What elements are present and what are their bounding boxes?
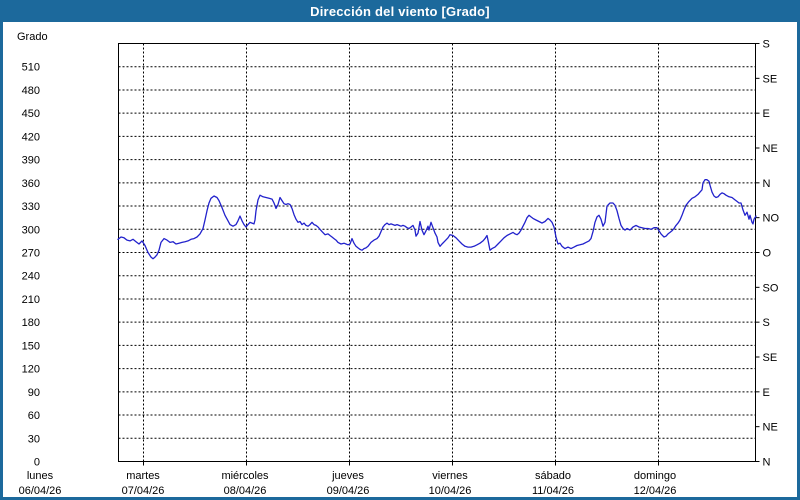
y-axis-label-left: 60	[28, 410, 40, 422]
x-axis-day-label: lunes	[27, 470, 54, 482]
y-axis-label-left: 270	[22, 248, 40, 260]
y-axis-label-left: 240	[22, 271, 40, 283]
y-axis-label-right: N	[763, 457, 771, 469]
y-axis-label-right: E	[763, 387, 770, 399]
y-axis-label-left: 300	[22, 224, 40, 236]
x-axis-date-label: 12/04/26	[634, 485, 677, 497]
y-axis-label-left: 480	[22, 85, 40, 97]
x-axis-day-label: sábado	[535, 470, 571, 482]
x-axis-day-label: miércoles	[221, 470, 269, 482]
y-axis-label-left: 90	[28, 387, 40, 399]
x-axis-day-label: viernes	[432, 470, 468, 482]
y-axis-label-right: SE	[763, 73, 778, 85]
y-axis-label-right: NO	[763, 213, 780, 225]
x-axis-day-label: martes	[126, 470, 160, 482]
y-axis-label-left: 360	[22, 178, 40, 190]
y-axis-label-right: E	[763, 108, 770, 120]
y-axis-label-right: N	[763, 178, 771, 190]
y-axis-label-left: 390	[22, 155, 40, 167]
x-axis-date-label: 11/04/26	[532, 485, 574, 497]
y-axis-label-left: 450	[22, 108, 40, 120]
y-axis-label-right: NE	[763, 422, 778, 434]
x-axis-day-label: domingo	[634, 470, 676, 482]
y-axis-label-left: 210	[22, 294, 40, 306]
x-axis-date-label: 10/04/26	[429, 485, 472, 497]
y-axis-label-left: 120	[22, 364, 40, 376]
y-axis-label-left: 150	[22, 340, 40, 352]
y-axis-label-right: SO	[763, 282, 779, 294]
y-axis-label-right: S	[763, 39, 770, 51]
y-axis-label-left: 420	[22, 131, 40, 143]
x-axis-date-label: 06/04/26	[19, 485, 62, 497]
wind-direction-series	[117, 179, 757, 260]
y-axis-label-left: 180	[22, 317, 40, 329]
y-axis-label-left: 510	[22, 62, 40, 74]
y-axis-label-right: S	[763, 317, 770, 329]
y-axis-label-right: NE	[763, 143, 778, 155]
y-axis-label-right: SE	[763, 352, 778, 364]
x-axis-date-label: 09/04/26	[327, 485, 370, 497]
y-axis-label-left: 30	[28, 433, 40, 445]
y-axis-title: Grado	[17, 31, 48, 43]
y-axis-label-left: 330	[22, 201, 40, 213]
x-axis-date-label: 07/04/26	[122, 485, 165, 497]
y-axis-label-left: 0	[34, 457, 40, 469]
x-axis-day-label: jueves	[331, 470, 364, 482]
chart-canvas	[3, 22, 797, 497]
chart-title: Dirección del viento [Grado]	[310, 3, 490, 19]
y-axis-label-right: O	[763, 248, 772, 260]
x-axis-date-label: 08/04/26	[224, 485, 267, 497]
chart-title-bar: Dirección del viento [Grado]	[0, 0, 800, 22]
